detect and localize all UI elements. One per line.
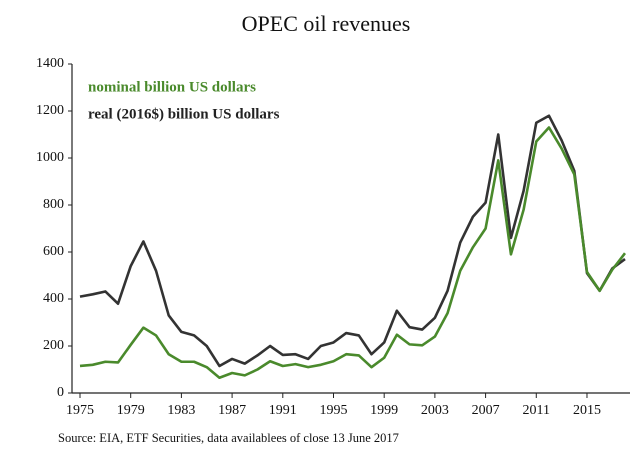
legend-entry: real (2016$) billion US dollars bbox=[88, 106, 280, 122]
y-tick-label: 400 bbox=[43, 291, 64, 306]
y-tick-label: 1200 bbox=[36, 103, 64, 118]
legend-entry: nominal billion US dollars bbox=[88, 79, 256, 95]
chart-title: OPEC oil revenues bbox=[242, 11, 411, 36]
x-tick-label: 1987 bbox=[218, 403, 246, 418]
source-note: Source: EIA, ETF Securities, data availa… bbox=[58, 431, 399, 445]
x-tick-label: 2015 bbox=[573, 403, 601, 418]
y-tick-label: 1000 bbox=[36, 150, 64, 165]
y-tick-label: 800 bbox=[43, 197, 64, 212]
x-tick-label: 1983 bbox=[167, 403, 195, 418]
series-line bbox=[79, 126, 627, 380]
x-tick-label: 1995 bbox=[319, 403, 347, 418]
y-tick-label: 200 bbox=[43, 338, 64, 353]
x-tick-label: 2011 bbox=[523, 403, 550, 418]
x-tick-label: 1979 bbox=[117, 403, 145, 418]
x-tick-label: 2007 bbox=[472, 403, 500, 418]
y-tick-label: 0 bbox=[57, 385, 64, 400]
x-tick-label: 1975 bbox=[66, 403, 94, 418]
y-tick-label: 600 bbox=[43, 244, 64, 259]
x-tick-label: 1991 bbox=[269, 403, 297, 418]
y-tick-label: 1400 bbox=[36, 56, 64, 71]
x-tick-label: 1999 bbox=[370, 403, 398, 418]
series-line bbox=[79, 114, 626, 368]
x-tick-label: 2003 bbox=[421, 403, 449, 418]
